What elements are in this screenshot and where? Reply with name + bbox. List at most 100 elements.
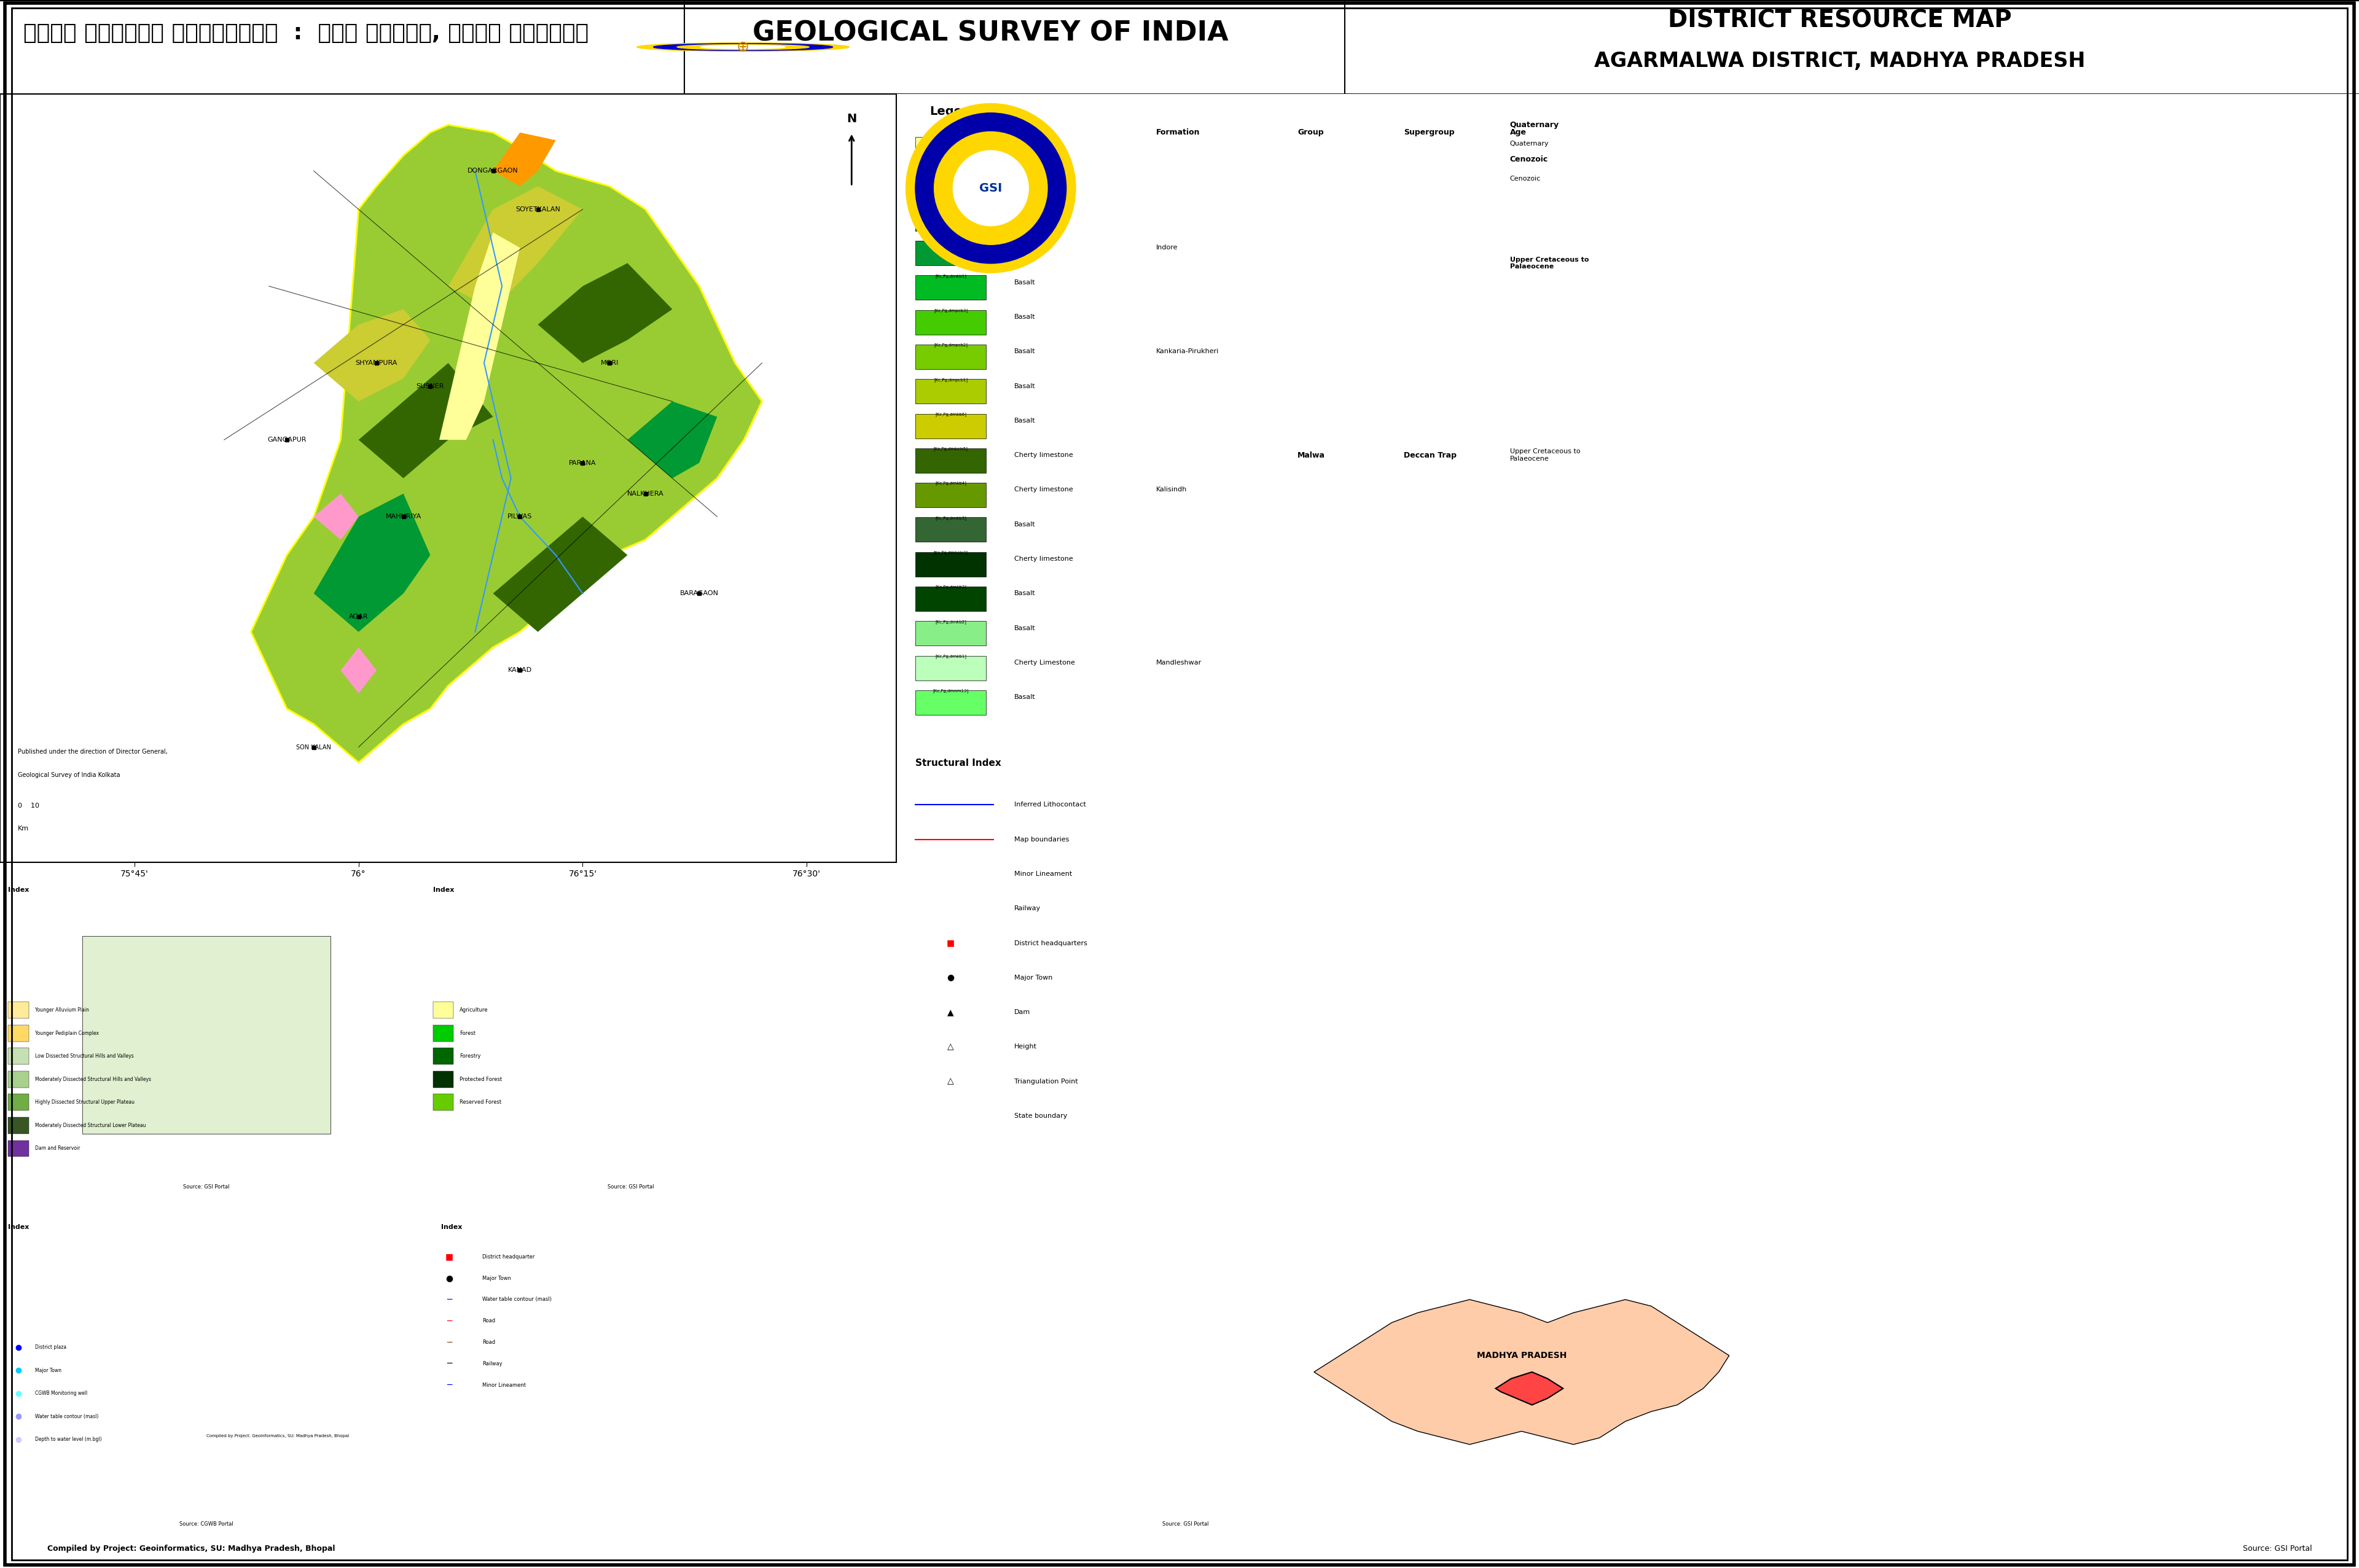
Polygon shape	[359, 364, 493, 478]
Bar	[915, 276, 986, 299]
Bar	[9, 1025, 28, 1041]
Text: Basalt: Basalt	[1014, 383, 1036, 389]
Bar	[915, 310, 986, 334]
Text: [Kc,Pg,dmkb3]: [Kc,Pg,dmkb3]	[934, 585, 967, 590]
Text: [Kc,Pg,dmpcb3]: [Kc,Pg,dmpcb3]	[934, 309, 967, 312]
Text: Qal: Qal	[946, 135, 955, 140]
Circle shape	[653, 44, 833, 50]
Text: Low Dissected Structural Hills and Valleys: Low Dissected Structural Hills and Valle…	[35, 1054, 134, 1058]
Bar	[915, 483, 986, 508]
Bar	[915, 171, 986, 196]
Bar	[9, 1140, 28, 1157]
Text: Basalt: Basalt	[1014, 314, 1036, 320]
Text: ─: ─	[446, 1381, 453, 1389]
Bar	[915, 552, 986, 577]
Text: Quaternary: Quaternary	[1510, 121, 1559, 129]
Text: Kalisindh: Kalisindh	[1156, 486, 1187, 492]
Bar	[915, 136, 986, 162]
Bar	[915, 517, 986, 543]
Text: Index: Index	[432, 887, 453, 892]
Text: Younger Alluvium Plain: Younger Alluvium Plain	[35, 1007, 90, 1013]
Text: SHYAMPURA: SHYAMPURA	[356, 361, 399, 365]
Text: BARAGAON: BARAGAON	[679, 591, 719, 596]
Polygon shape	[340, 648, 377, 693]
Polygon shape	[314, 309, 429, 401]
Circle shape	[915, 113, 1066, 263]
Text: 0    10: 0 10	[19, 803, 40, 809]
Text: ─: ─	[446, 1295, 453, 1305]
Text: Moderately Dissected Structural Lower Plateau: Moderately Dissected Structural Lower Pl…	[35, 1123, 146, 1129]
Text: AGARMALWA DISTRICT, MADHYA PRADESH: AGARMALWA DISTRICT, MADHYA PRADESH	[1595, 52, 2085, 71]
Text: Map boundaries: Map boundaries	[1014, 836, 1069, 842]
Polygon shape	[1496, 1372, 1564, 1405]
Text: Index: Index	[441, 1225, 462, 1229]
Text: Railway: Railway	[481, 1361, 502, 1367]
Text: [Kc,Pg,dmkb2]: [Kc,Pg,dmkb2]	[934, 619, 967, 624]
Text: Deccan Trap: Deccan Trap	[1404, 452, 1456, 459]
Circle shape	[906, 103, 1076, 273]
Text: Supergroup: Supergroup	[1404, 129, 1456, 136]
Text: Reserved Forest: Reserved Forest	[460, 1099, 502, 1105]
Text: DISTRICT RESOURCE MAP: DISTRICT RESOURCE MAP	[1668, 9, 2012, 33]
Polygon shape	[1314, 1300, 1729, 1444]
Text: Dam and Reservoir: Dam and Reservoir	[35, 1146, 80, 1151]
Text: ●: ●	[446, 1273, 453, 1283]
Text: PILWAS: PILWAS	[507, 514, 533, 519]
Text: Upper Cretaceous to
Palaeocene: Upper Cretaceous to Palaeocene	[1510, 448, 1581, 463]
Text: [Kc,Pg,dmkcls3]: [Kc,Pg,dmkcls3]	[934, 550, 967, 555]
Text: Group: Group	[1297, 129, 1323, 136]
Text: Source: GSI Portal: Source: GSI Portal	[609, 1184, 653, 1190]
Text: [Kc,Pg,dmkb6]: [Kc,Pg,dmkb6]	[934, 412, 967, 417]
Text: MAHURIYA: MAHURIYA	[385, 514, 422, 519]
Text: Cherty Limestone: Cherty Limestone	[1014, 660, 1076, 666]
Text: Forestry: Forestry	[460, 1054, 481, 1058]
Text: [Kc,Pg,dmkcls5]: [Kc,Pg,dmkcls5]	[934, 447, 967, 452]
Text: Road: Road	[481, 1319, 495, 1323]
Text: Major Town: Major Town	[481, 1275, 512, 1281]
Text: CGWB Monitoring well: CGWB Monitoring well	[35, 1391, 87, 1396]
Bar	[9, 1071, 28, 1088]
Circle shape	[934, 132, 1047, 245]
Text: Basalt: Basalt	[1014, 591, 1036, 596]
Text: ■: ■	[946, 939, 955, 947]
Text: SOYETKALAN: SOYETKALAN	[517, 207, 559, 212]
Text: [Kc,Pg,dmnb4]: [Kc,Pg,dmnb4]	[934, 205, 967, 209]
Bar	[915, 586, 986, 612]
Text: State boundary: State boundary	[1014, 1113, 1066, 1120]
Text: [Kc,Pg,dmpcb2]: [Kc,Pg,dmpcb2]	[934, 343, 967, 347]
Text: KANAD: KANAD	[507, 668, 531, 673]
Polygon shape	[493, 133, 557, 187]
Bar	[9, 1002, 28, 1019]
Text: Dam: Dam	[1014, 1010, 1031, 1016]
Bar	[9, 1047, 28, 1065]
Text: Younger Pediplain Complex: Younger Pediplain Complex	[35, 1030, 99, 1036]
Text: Indore: Indore	[1156, 245, 1177, 251]
Text: Legend: Legend	[929, 105, 979, 118]
Text: Formation: Formation	[1156, 129, 1201, 136]
Text: Highly Dissected Structural Upper Plateau: Highly Dissected Structural Upper Platea…	[35, 1099, 134, 1105]
Text: NALKHERA: NALKHERA	[627, 491, 663, 497]
Text: ─: ─	[446, 1359, 453, 1367]
Text: जिला संसाधन मानचित्र  :  आगर मालवा, मध्य प्रदेश: जिला संसाधन मानचित्र : आगर मालवा, मध्य प…	[24, 22, 590, 44]
Text: Depth to water level (m.bgl): Depth to water level (m.bgl)	[35, 1436, 101, 1443]
Text: [Kc,Pg,dmkb3]: [Kc,Pg,dmkb3]	[934, 516, 967, 521]
Text: PARANA: PARANA	[569, 459, 597, 466]
Text: [Kc,Pg,dmpcb1]: [Kc,Pg,dmpcb1]	[934, 378, 967, 381]
Polygon shape	[250, 125, 762, 762]
Text: Triangulation Point: Triangulation Point	[1014, 1079, 1078, 1085]
Text: N: N	[847, 113, 856, 125]
Bar	[9, 1116, 28, 1134]
Text: Published under the direction of Director General,: Published under the direction of Directo…	[19, 748, 167, 754]
Text: Source: GSI Portal: Source: GSI Portal	[2243, 1544, 2312, 1552]
Text: SON KALAN: SON KALAN	[297, 745, 330, 750]
Text: Malwa: Malwa	[1297, 452, 1326, 459]
Polygon shape	[538, 263, 672, 364]
Text: Source: GSI Portal: Source: GSI Portal	[184, 1184, 229, 1190]
Text: Major Town: Major Town	[1014, 975, 1052, 980]
Text: Moderately Dissected Structural Hills and Valleys: Moderately Dissected Structural Hills an…	[35, 1077, 151, 1082]
Text: Qsl: Qsl	[948, 171, 953, 174]
Text: Geological Survey of India Kolkata: Geological Survey of India Kolkata	[19, 771, 120, 778]
Text: Laterite: Laterite	[1014, 176, 1040, 182]
Polygon shape	[314, 494, 429, 632]
Text: [Kc,Pg,dmkb2]: [Kc,Pg,dmkb2]	[934, 240, 967, 243]
